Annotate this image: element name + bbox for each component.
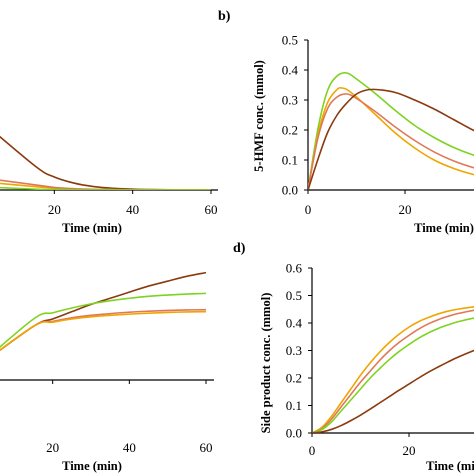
series-line (0, 310, 207, 351)
y-tick-label: 0.2 (282, 123, 298, 138)
series-line (0, 135, 212, 190)
x-tick-label: 20 (399, 202, 412, 217)
y-tick-label: 0.3 (286, 343, 302, 358)
series-line (308, 88, 474, 190)
panel-d-xlabel: Time (min) (426, 459, 474, 473)
panel-b-top-right: b) 5-HMF conc. (mmol) Time (min) 0 20 0.0 0… (218, 9, 474, 235)
x-tick-label: 20 (48, 202, 61, 217)
series-line (312, 309, 474, 433)
y-tick-label: 0.4 (282, 63, 299, 78)
panel-b-label: b) (218, 9, 231, 24)
y-tick-label: 0.3 (282, 93, 298, 108)
x-tick-label: 0 (305, 202, 312, 217)
panel-c-bottom-left: Time (min) 20 40 60 (0, 271, 214, 473)
series-line (312, 306, 474, 433)
x-tick-label: 60 (200, 440, 213, 455)
panel-c-xlabel: Time (min) (62, 459, 122, 473)
panel-a-top-left: Time (min) 20 40 60 (0, 135, 218, 235)
x-tick-label: 40 (126, 202, 139, 217)
panel-b-xlabel: Time (min) (414, 221, 474, 235)
series-line (0, 308, 207, 351)
panel-d-label: d) (233, 241, 246, 256)
x-tick-label: 40 (123, 440, 136, 455)
x-tick-label: 20 (403, 443, 416, 458)
y-tick-label: 0.5 (286, 288, 302, 303)
series-group (0, 135, 212, 190)
series-line (312, 317, 474, 433)
x-tick-label: 20 (46, 440, 59, 455)
series-group (0, 271, 207, 352)
y-tick-label: 0.1 (286, 398, 302, 413)
series-group (308, 72, 474, 190)
series-line (312, 349, 474, 433)
series-line (308, 93, 474, 190)
y-tick-label: 0.6 (286, 261, 303, 276)
y-tick-label: 0.5 (282, 33, 298, 48)
series-line (0, 292, 207, 348)
series-line (0, 186, 211, 190)
y-tick-label: 0.0 (282, 183, 298, 198)
series-line (0, 271, 207, 352)
panel-b-ylabel: 5-HMF conc. (mmol) (252, 60, 266, 172)
y-tick-label: 0.0 (286, 426, 302, 441)
panel-a-xlabel: Time (min) (62, 221, 122, 235)
y-tick-label: 0.2 (286, 371, 302, 386)
panel-d-ylabel: Side product conc. (mmol) (259, 293, 273, 434)
series-line (308, 72, 474, 190)
panel-d-bottom-right: d) Side product conc. (mmol) Time (min) … (233, 241, 474, 473)
y-tick-label: 0.4 (286, 316, 303, 331)
x-tick-label: 60 (205, 202, 218, 217)
y-tick-label: 0.1 (282, 153, 298, 168)
series-line (308, 87, 474, 190)
series-group (312, 306, 474, 433)
x-tick-label: 0 (309, 443, 316, 458)
